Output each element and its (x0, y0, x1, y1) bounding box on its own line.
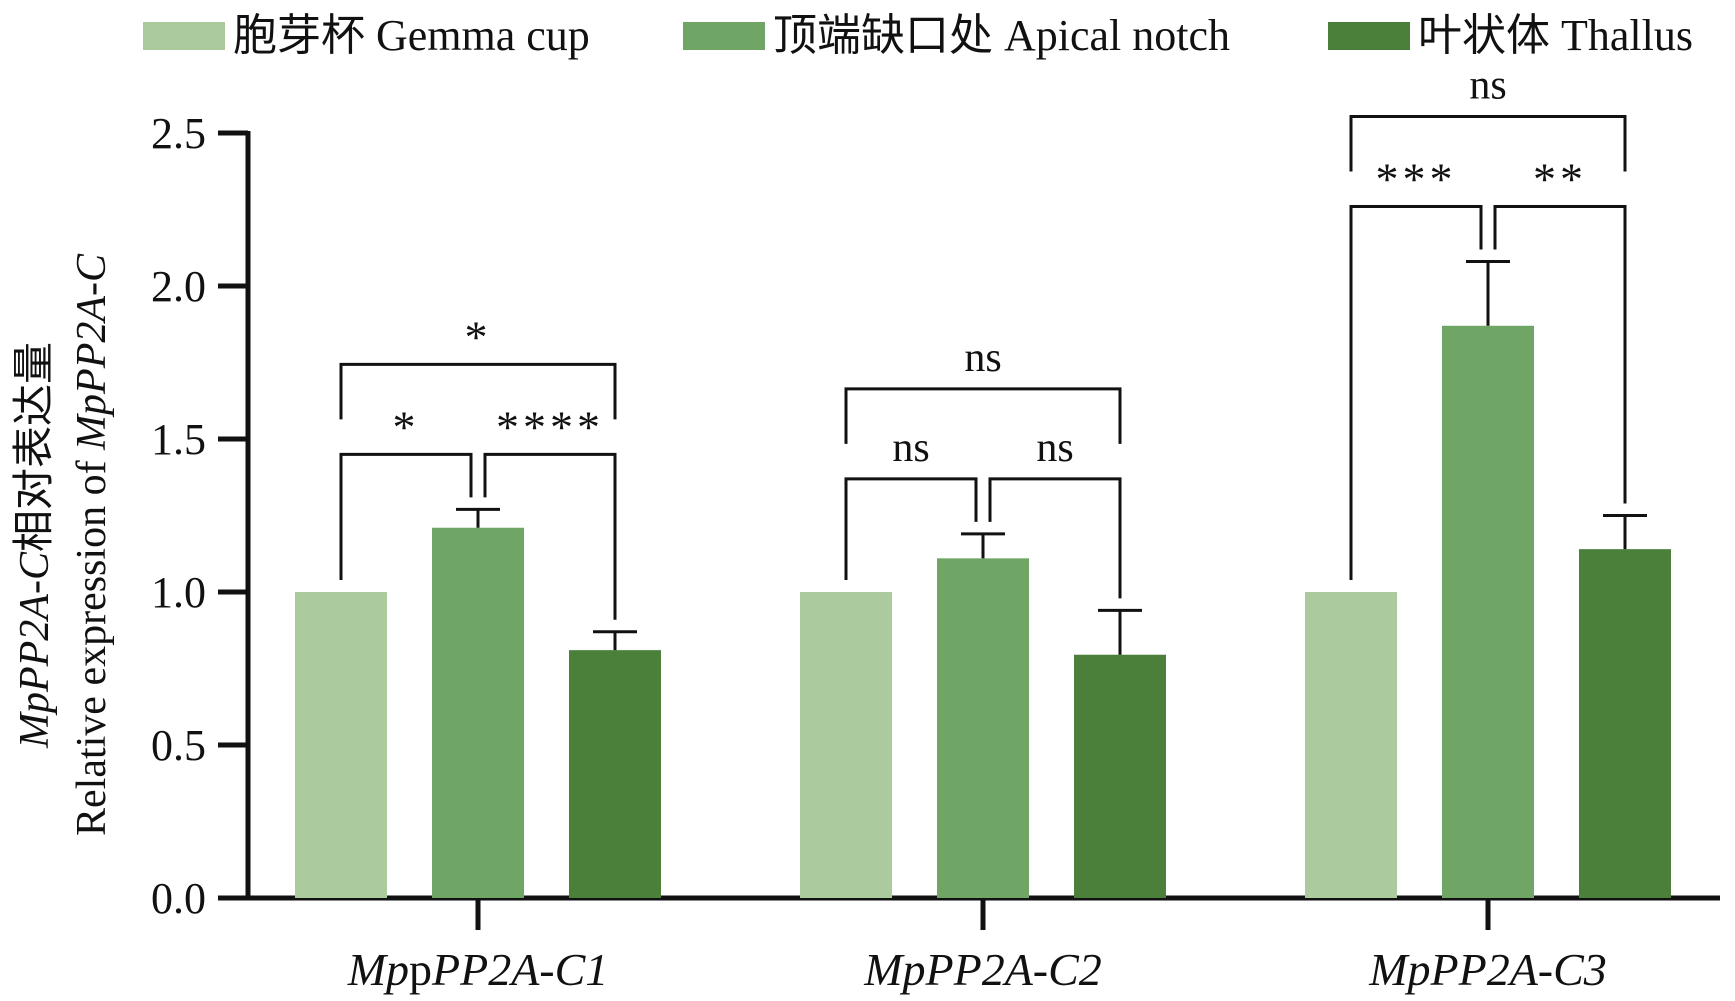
legend-swatch (1328, 22, 1410, 50)
bar (569, 650, 661, 898)
significance-label: ns (892, 425, 929, 471)
x-tick-label: MppPP2A-C1 (347, 944, 609, 995)
x-label-part: Mp (347, 944, 409, 995)
significance-label: * (465, 311, 492, 362)
legend-label: 叶状体 Thallus (1418, 11, 1693, 60)
bar (295, 592, 387, 898)
significance-bracket (339, 452, 473, 580)
bar (937, 558, 1029, 898)
y-tick-label: 0.0 (151, 874, 206, 923)
x-label-part: MpPP2A-C3 (1368, 944, 1607, 995)
bar (1305, 592, 1397, 898)
significance-bracket (339, 362, 617, 420)
significance-bracket (988, 477, 1122, 599)
x-tick-label: MpPP2A-C3 (1368, 944, 1607, 995)
significance-label: ** (1533, 154, 1587, 205)
y-axis-title-line2: Relative expression of MpPP2A-C (69, 253, 115, 836)
significance-label: **** (496, 401, 604, 452)
x-label-part: MpPP2A-C2 (863, 944, 1102, 995)
x-label-part: PP2A-C1 (431, 944, 608, 995)
x-label-part: p (409, 944, 432, 995)
y-tick-label: 2.5 (151, 109, 206, 158)
significance-label: ns (964, 335, 1001, 381)
significance-label: ns (1036, 425, 1073, 471)
bar (432, 527, 524, 898)
y-axis-title-part: MpPP2A-C (12, 551, 58, 749)
bar (1074, 654, 1166, 898)
y-axis-title-part: Relative expression of (69, 450, 115, 836)
bar (1579, 549, 1671, 898)
legend-swatch (683, 22, 765, 50)
significance-bracket (1493, 205, 1627, 504)
bars (295, 325, 1671, 898)
error-bars (456, 260, 1647, 655)
significance-bracket (1349, 205, 1483, 580)
y-axis-title-part: MpPP2A-C (69, 253, 115, 451)
y-tick-label: 1.0 (151, 568, 206, 617)
significance-bracket (483, 452, 617, 620)
y-tick-label: 2.0 (151, 262, 206, 311)
legend: 胞芽杯 Gemma cup 顶端缺口处 Apical notch 叶状体 Thall… (143, 11, 1693, 60)
significance-bracket (844, 387, 1122, 444)
legend-label: 胞芽杯 Gemma cup (233, 11, 590, 60)
y-axis-title-part: 相对表达量 (12, 342, 58, 552)
bar (800, 592, 892, 898)
bar (1442, 325, 1534, 898)
significance-bracket (844, 477, 978, 580)
x-axis-labels: MppPP2A-C1 MpPP2A-C2 MpPP2A-C3 (347, 944, 1607, 995)
significance-label: *** (1376, 154, 1457, 205)
significance-label: ns (1469, 63, 1506, 109)
significance-label: * (393, 401, 420, 452)
significance-bracket (1349, 115, 1627, 172)
legend-swatch (143, 22, 225, 50)
y-tick-label: 1.5 (151, 415, 206, 464)
y-axis-title-line1: MpPP2A-C相对表达量 (12, 342, 58, 749)
legend-label: 顶端缺口处 Apical notch (773, 11, 1230, 60)
x-tick-label: MpPP2A-C2 (863, 944, 1102, 995)
y-tick-label: 0.5 (151, 721, 206, 770)
